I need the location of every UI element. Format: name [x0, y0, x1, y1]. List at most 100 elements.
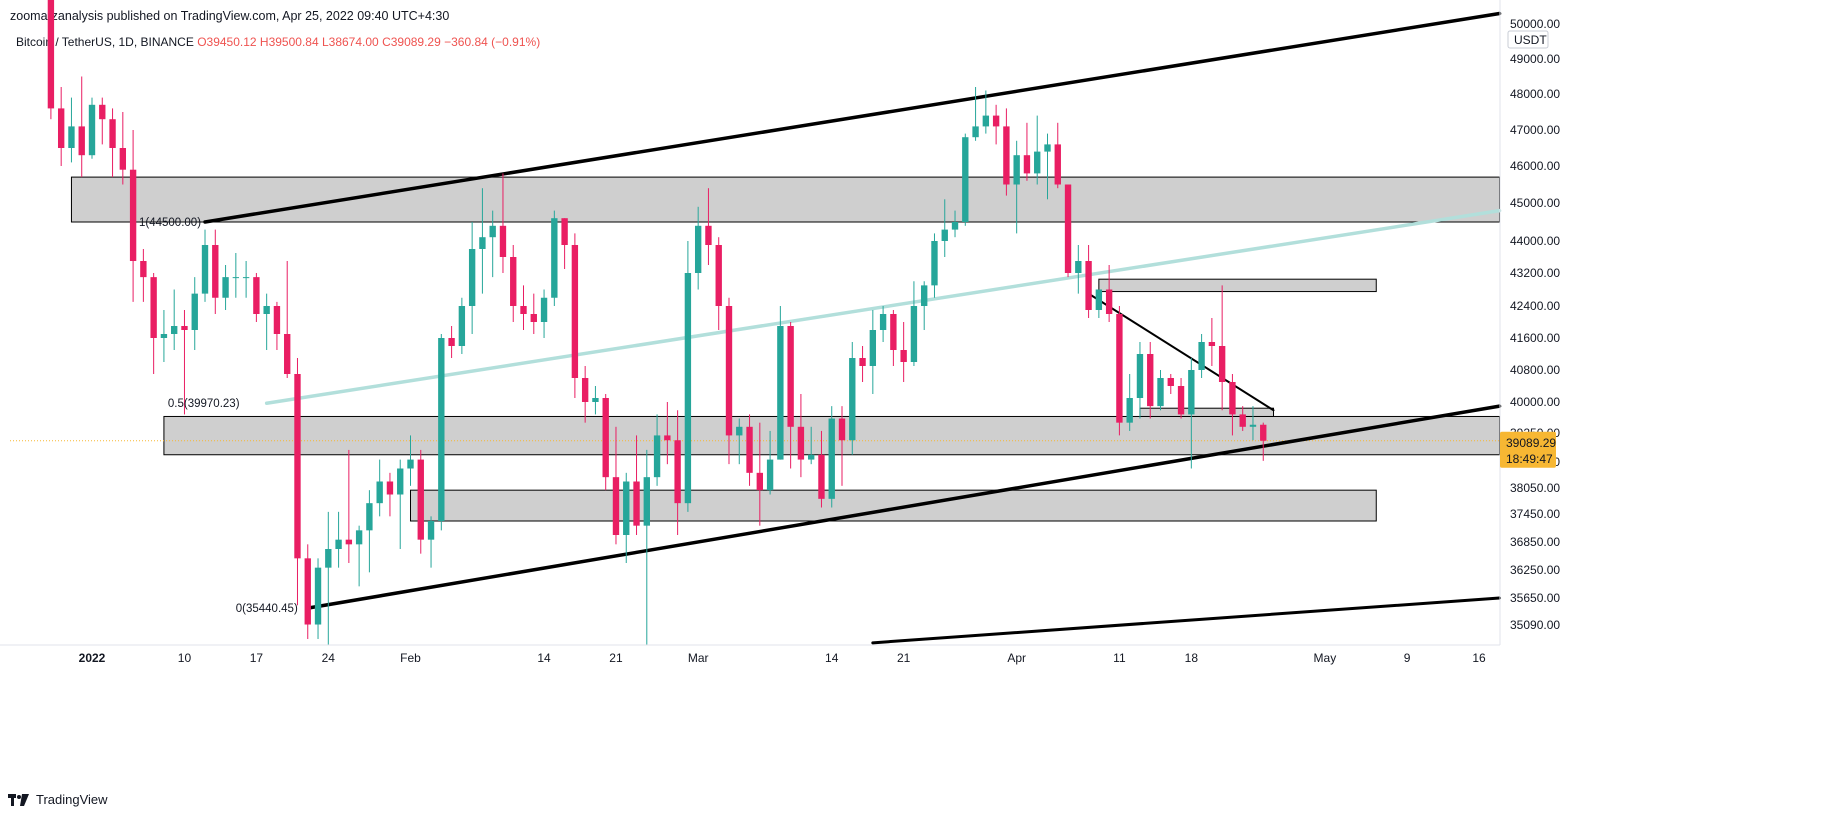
candle-body: [951, 222, 959, 230]
candle-2022-03-23: [921, 281, 928, 330]
ohlc-low: L38674.00: [321, 35, 379, 49]
candle-body: [787, 326, 794, 427]
candle-body: [664, 435, 671, 441]
candle-2022-03-24: [931, 233, 938, 298]
candle-body: [325, 549, 332, 568]
time-tick: 10: [178, 651, 192, 665]
candle-2022-04-01: [1013, 140, 1020, 234]
time-tick: Apr: [1007, 651, 1026, 665]
price-tick: 44000.00: [1510, 234, 1560, 248]
fib-level-05-label: 0.5(39970.23): [168, 398, 240, 410]
price-tick: 38050.00: [1510, 481, 1560, 495]
candle-2022-02-21: [612, 426, 620, 545]
price-axis[interactable]: 50000.00 49000.00 48000.00 47000.00 46000.00…: [1499, 0, 1560, 645]
candle-2022-04-16: [1167, 374, 1174, 394]
tradingview-logo-icon: [8, 793, 30, 807]
candle-body: [1023, 155, 1031, 174]
candle-2022-01-27: [355, 525, 363, 587]
candle-2022-01-30: [386, 472, 394, 517]
candle-body: [1218, 346, 1226, 382]
last-price-tag-bg: [1500, 431, 1556, 468]
symbol-legend: Bitcoin / TetherUS, 1D, BINANCE O39450.1…: [16, 35, 540, 49]
candle-body: [68, 126, 75, 148]
candle-body: [592, 398, 599, 402]
candle-body: [1003, 126, 1010, 185]
published-by-line: zoomarzanalysis published on TradingView…: [10, 9, 450, 23]
price-tick: 40000.00: [1510, 395, 1560, 409]
candle-2022-02-17: [571, 233, 579, 398]
candle-2022-03-03: [715, 237, 722, 330]
candle-body: [694, 225, 702, 273]
price-chart[interactable]: 1(44500.00) 0.5(39970.23) 0(35440.45) 50…: [0, 0, 1834, 790]
candle-2022-02-22: [623, 472, 630, 563]
candle-body: [941, 229, 948, 241]
candle-body: [366, 503, 373, 531]
price-tick: 36250.00: [1510, 563, 1560, 577]
candle-body: [1105, 289, 1113, 314]
channel-upper-line: [203, 11, 1502, 224]
footer-brand[interactable]: TradingView: [8, 792, 108, 807]
candle-2022-01-01: [88, 97, 96, 159]
ohlc-open: O39450.12: [197, 35, 257, 49]
candle-body: [581, 378, 589, 402]
candle-body: [253, 277, 260, 314]
price-tick: 40800.00: [1510, 363, 1560, 377]
bar-countdown-label: 18:49:47: [1506, 452, 1553, 466]
candle-2022-01-23: [314, 558, 322, 639]
candle-2022-02-26: [664, 402, 671, 465]
candle-body: [468, 249, 476, 306]
candle-body: [808, 454, 815, 460]
candle-2022-01-04: [119, 112, 127, 185]
time-axis[interactable]: 2022 10 17 24 Feb 14 21 Mar 14 21 Apr 11 18 May 9 16: [0, 644, 1500, 665]
currency-badge[interactable]: USDT: [1507, 30, 1549, 49]
candle-body: [417, 459, 424, 540]
candle-body: [890, 314, 897, 350]
candle-2022-04-17: [1177, 378, 1185, 419]
price-tick: 35650.00: [1510, 591, 1560, 605]
ohlc-change: −360.84 (−0.91%): [444, 35, 541, 49]
candle-body: [931, 241, 938, 286]
candle-2022-01-07: [150, 273, 157, 374]
time-tick: 18: [1185, 651, 1199, 665]
price-tick: 36850.00: [1510, 535, 1560, 549]
candle-2022-01-20: [284, 261, 291, 378]
candle-body: [510, 257, 517, 306]
candle-body: [1157, 378, 1164, 407]
candle-body: [818, 454, 825, 499]
candle-2022-01-10: [181, 310, 188, 415]
candle-2022-04-18: [1188, 358, 1195, 469]
candle-body: [1208, 342, 1216, 346]
candle-body: [407, 459, 414, 469]
candle-body: [859, 358, 866, 366]
candle-body: [140, 261, 147, 278]
price-tick: 48000.00: [1510, 87, 1560, 101]
candle-body: [551, 218, 558, 298]
candle-body: [530, 314, 537, 322]
candle-2022-02-16: [561, 218, 568, 269]
candle-2022-02-18: [581, 366, 589, 423]
candle-2022-01-11: [191, 277, 198, 350]
candle-2022-02-19: [592, 386, 599, 415]
candle-2022-02-07: [468, 222, 476, 334]
support-zone-box-small: [1139, 407, 1275, 417]
candle-body: [705, 225, 712, 245]
zones-layer: [10, 176, 1501, 522]
candle-body: [438, 338, 445, 521]
candle-body: [376, 481, 383, 504]
candle-2022-01-22: [304, 544, 311, 639]
candle-2022-02-27: [674, 410, 681, 535]
candle-body: [921, 285, 928, 306]
candle-2022-01-26: [345, 449, 353, 563]
candle-body: [304, 558, 311, 625]
candle-body: [1054, 144, 1061, 185]
candle-body: [150, 277, 157, 338]
candle-body: [191, 293, 198, 330]
candle-body: [540, 297, 548, 322]
price-tick: 42400.00: [1510, 299, 1560, 313]
price-tick: 35090.00: [1510, 618, 1560, 632]
candle-2022-04-21: [1218, 285, 1226, 411]
symbol-title[interactable]: Bitcoin / TetherUS, 1D, BINANCE: [16, 35, 194, 49]
candle-body: [982, 115, 990, 127]
candle-body: [1229, 382, 1236, 415]
candle-2022-02-28: [684, 241, 692, 512]
